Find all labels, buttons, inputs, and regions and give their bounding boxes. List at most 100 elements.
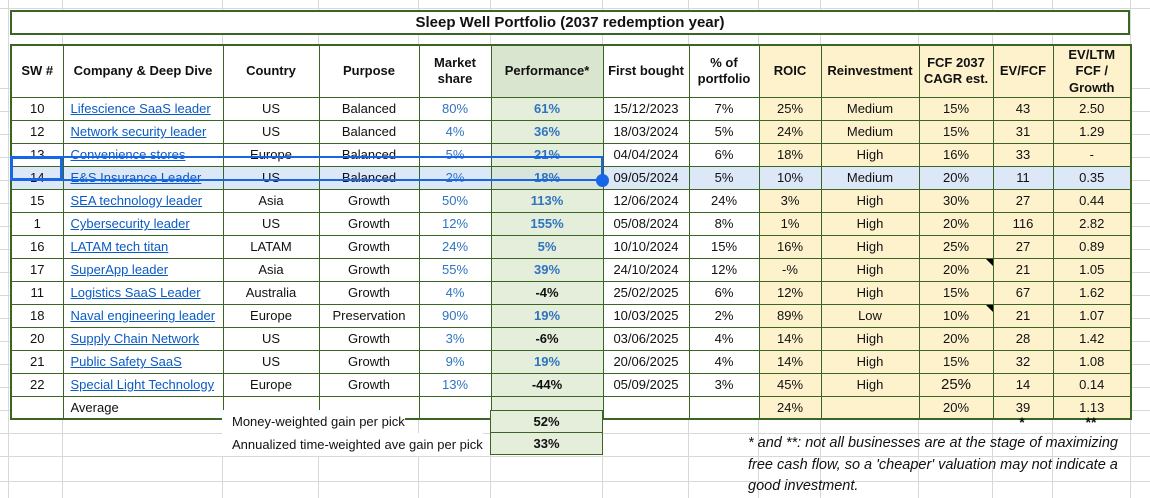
cell-value: 33 — [1015, 147, 1031, 163]
cell-company: SEA technology leader — [62, 188, 224, 213]
cell-company: LATAM tech titan — [62, 234, 224, 259]
cell-purpose: Growth — [318, 372, 420, 397]
cell-country: Asia — [222, 257, 320, 282]
selection-handle[interactable] — [596, 174, 609, 187]
note-indicator — [985, 259, 992, 266]
company-link[interactable]: Naval engineering leader — [70, 308, 216, 324]
column-header-sw: SW # — [10, 44, 64, 98]
cell-value: 39 — [1015, 400, 1031, 415]
cell-value: 18% — [776, 147, 804, 163]
cell-value: 1.13 — [1079, 400, 1105, 415]
cell-first-bought: 10/03/2025 — [602, 303, 690, 328]
cell-value: 10% — [776, 170, 804, 186]
cell-performance: 36% — [490, 119, 604, 144]
cell-company: Cybersecurity leader — [62, 211, 224, 236]
cell-fcf-cagr: 15% — [918, 119, 994, 144]
cell-company: Logistics SaaS Leader — [62, 280, 224, 305]
cell-performance: 19% — [490, 349, 604, 374]
cell-value: 113% — [530, 193, 564, 209]
cell-performance: -4% — [490, 280, 604, 305]
cell-fcf-cagr: 15% — [918, 96, 994, 121]
column-header-market-share: Market share — [418, 44, 492, 98]
cell-value: LATAM — [250, 239, 292, 255]
cell-ev-ltm: 1.29 — [1052, 119, 1132, 144]
cell-value: 12% — [441, 216, 469, 232]
cell-value: 36% — [533, 124, 561, 140]
company-link[interactable]: Cybersecurity leader — [70, 216, 190, 232]
cell-first-bought: 04/04/2024 — [602, 142, 690, 167]
cell-value: 2.82 — [1079, 216, 1105, 232]
column-header-fcf-cagr: FCF 2037 CAGR est. — [918, 44, 994, 98]
cell-purpose: Growth — [318, 188, 420, 213]
cell-value: 21 — [30, 354, 45, 370]
cell-roic: 89% — [758, 303, 822, 328]
cell-value: 13% — [441, 377, 469, 393]
company-link[interactable]: Lifescience SaaS leader — [70, 101, 211, 117]
cell-value: 18% — [533, 170, 561, 186]
cell-value: 21 — [1015, 308, 1031, 324]
company-link[interactable]: Supply Chain Network — [70, 331, 200, 347]
cell-value: 18/03/2024 — [613, 124, 679, 140]
cell-value: 25/02/2025 — [613, 285, 679, 301]
cell-performance: 61% — [490, 96, 604, 121]
company-link[interactable]: Network security leader — [70, 124, 207, 140]
cell-fcf-cagr: 25% — [918, 234, 994, 259]
cell-value: 20% — [942, 170, 970, 186]
cell-first-bought: 05/09/2025 — [602, 372, 690, 397]
cell-sw: 20 — [10, 326, 64, 351]
title-bar: Sleep Well Portfolio (2037 redemption ye… — [10, 10, 1130, 35]
cell-ev-ltm: 1.08 — [1052, 349, 1132, 374]
cell-value: Growth — [348, 354, 390, 370]
table-row: 21 Public Safety SaaS US Growth 9% 19% 20/06/2… — [10, 349, 1132, 374]
cell-value: 9% — [445, 354, 465, 370]
company-link[interactable]: SEA technology leader — [70, 193, 203, 209]
cell-value: High — [856, 239, 884, 255]
cell-ev-ltm: 1.07 — [1052, 303, 1132, 328]
cell-value: Asia — [258, 193, 284, 209]
cell-fcf-cagr: 10% — [918, 303, 994, 328]
cell-pct-portfolio: 15% — [688, 234, 760, 259]
cell-purpose: Growth — [318, 349, 420, 374]
cell-first-bought: 09/05/2024 — [602, 165, 690, 190]
table-row: 22 Special Light Technology Europe Growth 13… — [10, 372, 1132, 397]
cell-value: 39% — [533, 262, 561, 278]
cell-ev-fcf: 33 — [992, 142, 1054, 167]
cell-roic: 24% — [758, 119, 822, 144]
cell-reinvestment: Medium — [820, 165, 920, 190]
page-title: Sleep Well Portfolio (2037 redemption ye… — [415, 14, 725, 31]
cell-market-share: 4% — [418, 280, 492, 305]
cell-sw: 15 — [10, 188, 64, 213]
cell-value: High — [856, 147, 884, 163]
cell-reinvestment: High — [820, 326, 920, 351]
cell-company: Supply Chain Network — [62, 326, 224, 351]
cell-value: 10/03/2025 — [613, 308, 679, 324]
cell-value: 0.89 — [1079, 239, 1105, 255]
cell-pct-portfolio: 12% — [688, 257, 760, 282]
cell-country: Europe — [222, 372, 320, 397]
company-link[interactable]: LATAM tech titan — [70, 239, 169, 255]
cell-roic: 45% — [758, 372, 822, 397]
company-link[interactable]: SuperApp leader — [70, 262, 169, 278]
company-link[interactable]: Convenience stores — [70, 147, 186, 163]
cell-country: US — [222, 349, 320, 374]
cell-value: 20% — [942, 262, 970, 278]
column-header-ev-ltm: EV/LTM FCF / Growth — [1052, 44, 1132, 98]
cell-value: 1.42 — [1079, 331, 1105, 347]
cell-purpose: Balanced — [318, 119, 420, 144]
company-link[interactable]: E&S Insurance Leader — [70, 170, 202, 186]
cell-sw: 18 — [10, 303, 64, 328]
company-link[interactable]: Public Safety SaaS — [70, 354, 182, 370]
cell-first-bought: 12/06/2024 — [602, 188, 690, 213]
cell-first-bought: 24/10/2024 — [602, 257, 690, 282]
cell-value: 1.29 — [1079, 124, 1105, 140]
cell-value: Growth — [348, 216, 390, 232]
company-link[interactable]: Logistics SaaS Leader — [70, 285, 201, 301]
cell-value: 67 — [1015, 285, 1031, 301]
cell-roic: 10% — [758, 165, 822, 190]
cell-value: -4% — [535, 285, 559, 301]
cell-value: 10 — [30, 101, 45, 117]
cell-pct-portfolio: 6% — [688, 280, 760, 305]
cell-fcf-cagr: 20% — [918, 326, 994, 351]
cell-roic: 3% — [758, 188, 822, 213]
company-link[interactable]: Special Light Technology — [70, 377, 215, 393]
